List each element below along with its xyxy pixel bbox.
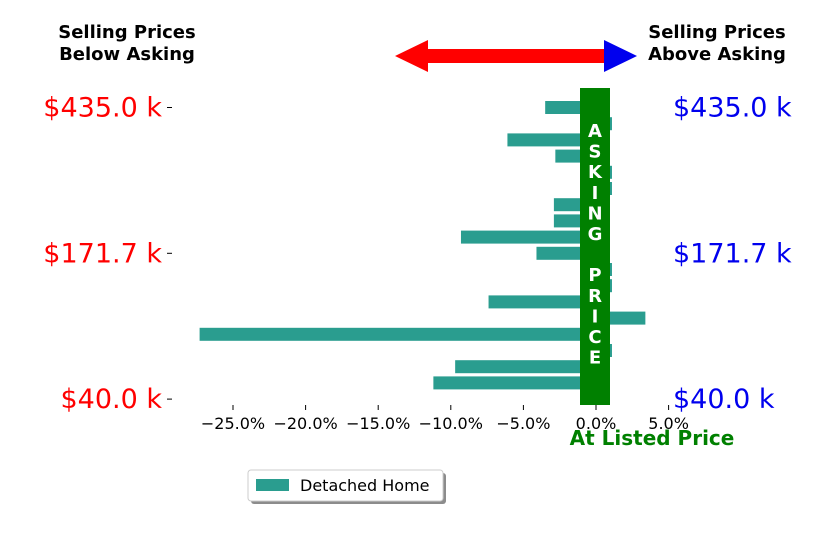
x-tick-label-6: 5.0% xyxy=(648,414,689,433)
x-tick-label-3: −10.0% xyxy=(419,414,483,433)
asking-letter-0: A xyxy=(588,121,602,142)
asking-letter-11: E xyxy=(589,348,601,369)
bar-12 xyxy=(488,295,596,309)
x-tick-label-4: −5.0% xyxy=(496,414,550,433)
arrow-right-head xyxy=(604,40,637,72)
asking-price-band xyxy=(580,88,610,405)
asking-letter-4: N xyxy=(587,203,602,224)
legend-swatch xyxy=(256,479,289,491)
asking-letter-2: K xyxy=(588,162,603,183)
legend-box xyxy=(247,469,444,502)
legend-label: Detached Home xyxy=(300,476,430,495)
arrow-left-head xyxy=(395,40,428,72)
price-labels-left: $435.0 k $171.7 k $40.0 k xyxy=(43,93,172,415)
price-label-right-0: $435.0 k xyxy=(673,93,792,124)
asking-letter-3: I xyxy=(592,183,599,204)
bar-16 xyxy=(455,360,596,374)
below-asking-header-line1: Selling Prices xyxy=(58,22,195,43)
price-label-right-1: $171.7 k xyxy=(673,238,792,269)
x-tick-label-1: −20.0% xyxy=(273,414,337,433)
bar-group xyxy=(199,101,646,390)
price-label-right-2: $40.0 k xyxy=(673,384,775,415)
below-asking-header-line2: Below Asking xyxy=(59,44,195,65)
x-tick-label-5: 0.0% xyxy=(576,414,617,433)
above-asking-header-line2: Above Asking xyxy=(648,44,786,65)
asking-letter-8: R xyxy=(588,286,602,307)
asking-letter-5: G xyxy=(588,224,603,245)
direction-arrow xyxy=(395,40,637,72)
x-tick-label-0: −25.0% xyxy=(201,414,265,433)
x-axis-label: At Listed Price xyxy=(570,426,735,450)
x-tick-label-2: −15.0% xyxy=(346,414,410,433)
price-labels-right: $435.0 k $171.7 k $40.0 k xyxy=(673,93,792,416)
bar-14 xyxy=(199,327,596,341)
price-label-left-1: $171.7 k xyxy=(43,238,162,269)
price-label-left-0: $435.0 k xyxy=(43,93,162,124)
above-asking-header-line1: Selling Prices xyxy=(648,22,785,43)
asking-letter-10: C xyxy=(588,327,601,348)
price-label-left-2: $40.0 k xyxy=(60,384,162,415)
bar-2 xyxy=(507,133,596,147)
asking-letter-9: I xyxy=(592,306,599,327)
legend: Detached Home xyxy=(247,469,446,504)
arrow-shaft xyxy=(428,49,604,63)
bar-8 xyxy=(460,230,596,244)
x-axis-ticks: −25.0% −20.0% −15.0% −10.0% −5.0% 0.0% 5.0% xyxy=(201,405,689,433)
bar-17 xyxy=(433,376,596,390)
asking-letter-7: P xyxy=(588,265,601,286)
asking-letter-1: S xyxy=(589,142,602,163)
